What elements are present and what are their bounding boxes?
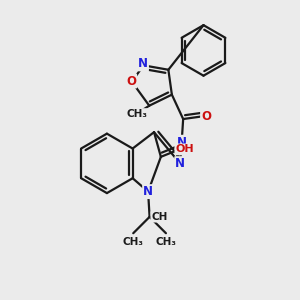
Text: N: N (143, 185, 153, 198)
Text: CH₃: CH₃ (155, 237, 176, 247)
Text: N: N (175, 157, 185, 170)
Text: N: N (177, 136, 187, 149)
Text: CH₃: CH₃ (123, 237, 144, 247)
Text: O: O (201, 110, 211, 123)
Text: CH₃: CH₃ (126, 109, 147, 119)
Text: CH: CH (151, 212, 167, 222)
Text: OH: OH (175, 144, 194, 154)
Text: N: N (138, 57, 148, 70)
Text: O: O (126, 74, 136, 88)
